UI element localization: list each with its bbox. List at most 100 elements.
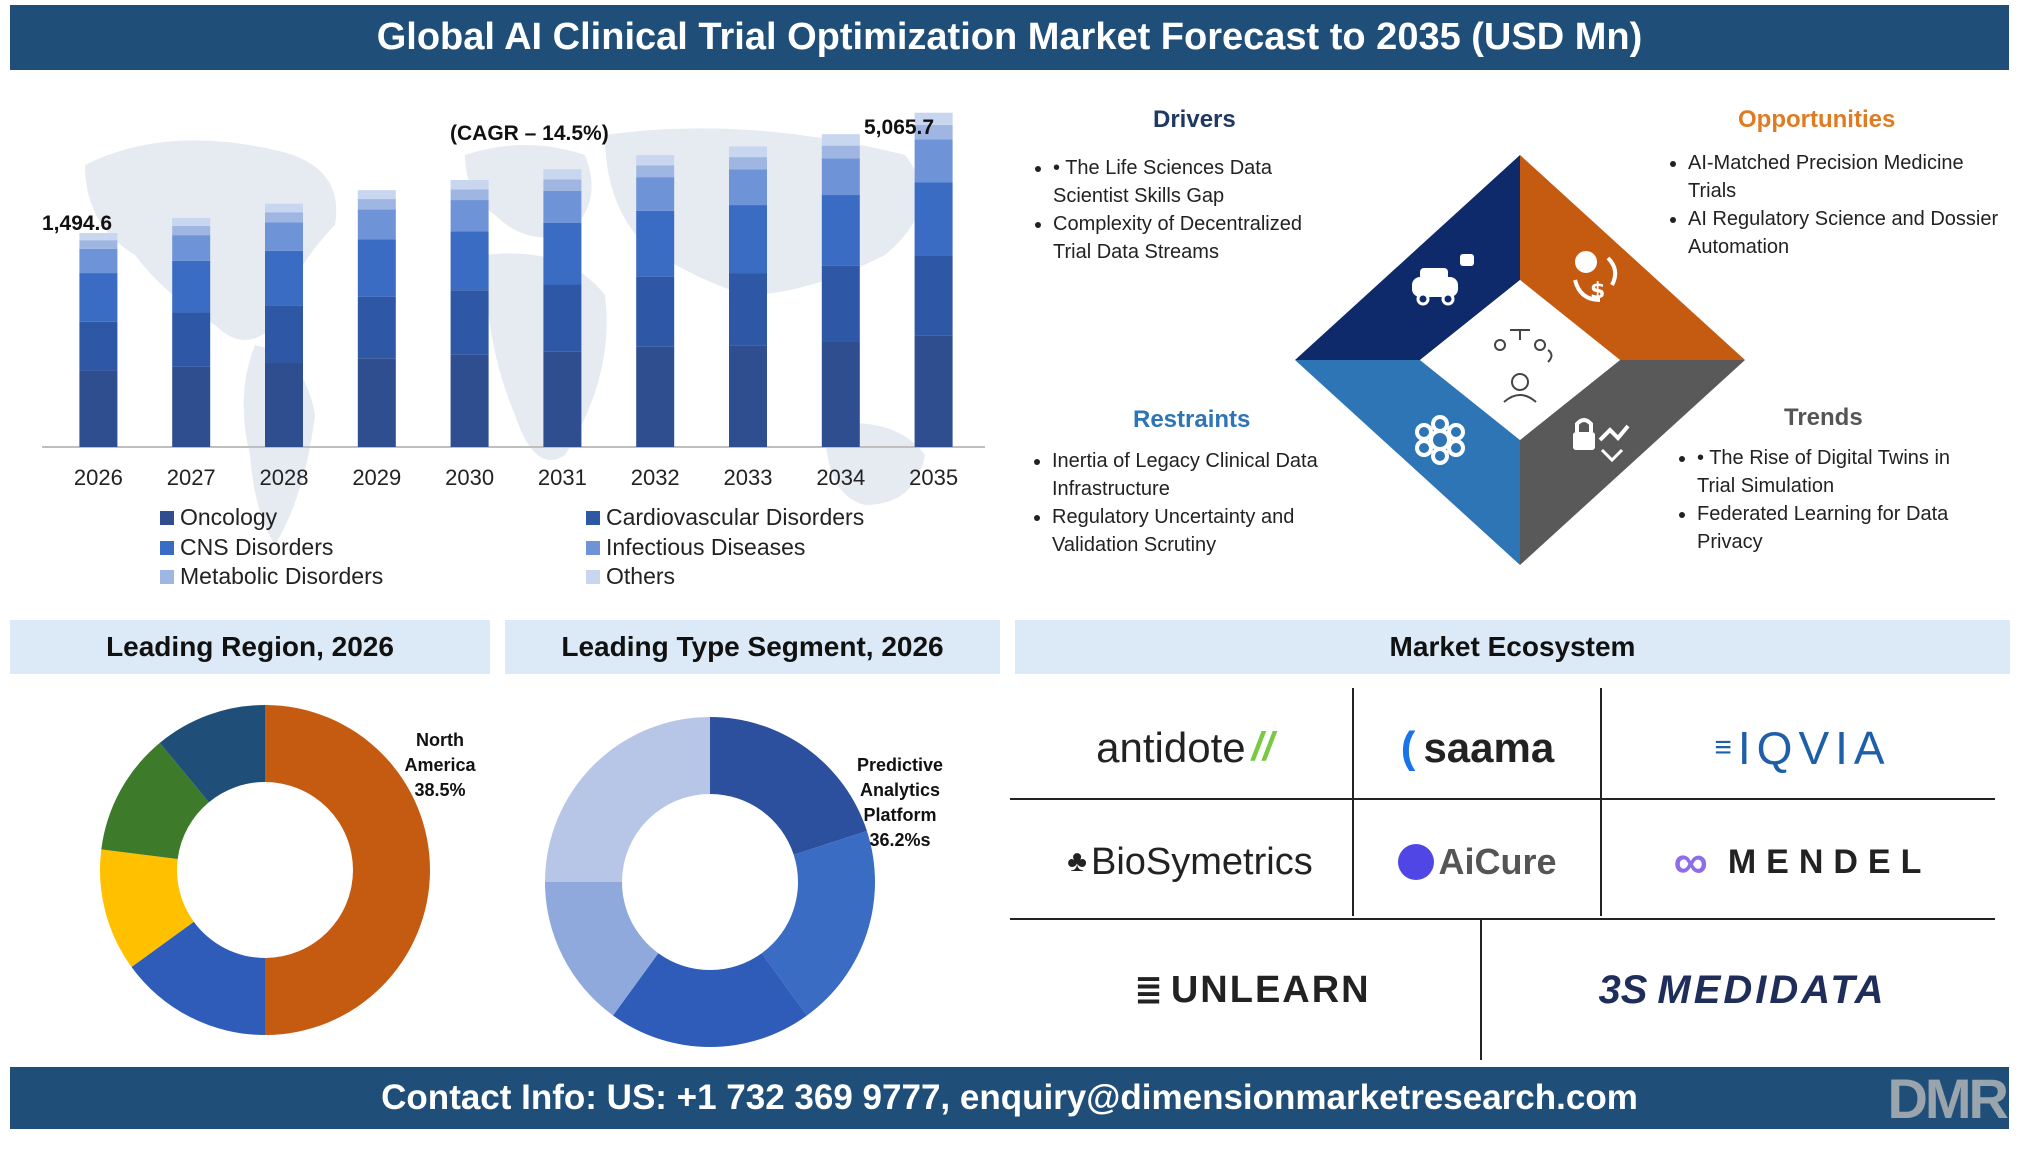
donut-slice — [613, 953, 807, 1047]
bar-segment-metabolic-disorders — [914, 124, 953, 140]
company-name: antidote — [1096, 723, 1246, 771]
bar-segment-oncology — [821, 341, 860, 447]
bar-segment-infectious-diseases — [79, 248, 118, 274]
person-network-icon — [1494, 329, 1553, 403]
donut-slice — [710, 717, 867, 855]
bar-segment-others — [450, 180, 489, 190]
first-total-label: 1,494.6 — [42, 212, 113, 235]
x-tick-label: 2029 — [352, 465, 401, 490]
unlearn-logo: ≣ UNLEARN — [1030, 940, 1475, 1040]
lightbulb-dollar-icon: $ — [1573, 251, 1618, 304]
ecosystem-divider — [1600, 688, 1602, 916]
center-diamond — [1420, 280, 1620, 440]
bar-segment-oncology — [636, 346, 675, 447]
stacked-bar-chart: 2026 2027 2028 2029 2030 2031 2032 2033 2034 2035 — [42, 112, 985, 490]
bar-segment-cardiovascular-disorders — [172, 312, 211, 367]
legend-swatch — [586, 569, 600, 584]
company-name: UNLEARN — [1170, 968, 1371, 1011]
bar-segment-cardiovascular-disorders — [450, 290, 489, 355]
saama-logo: ( saama — [1360, 700, 1595, 795]
bar-segment-metabolic-disorders — [265, 212, 303, 223]
iqvia-lines-icon: ≡ — [1714, 730, 1732, 764]
antidote-logo: antidote // — [1030, 700, 1340, 795]
type-label-line: Predictive — [856, 755, 944, 775]
donut-slice — [100, 849, 194, 967]
bar-segment-metabolic-disorders — [543, 179, 582, 191]
bar-segment-metabolic-disorders — [450, 189, 489, 201]
leading-type-header: Leading Type Segment, 2026 — [505, 620, 1000, 674]
bar-segment-cns-disorders — [543, 222, 582, 285]
opportunities-item: AI Regulatory Science and Dossier Automa… — [1688, 205, 2000, 261]
page-title: Global AI Clinical Trial Optimization Ma… — [10, 5, 2009, 70]
dmr-logo-text: DMR — [1887, 1066, 2009, 1130]
slash-mark-icon: // — [1251, 725, 1274, 769]
legend-label: Others — [606, 563, 676, 589]
legend-label: Oncology — [180, 504, 278, 530]
donut-slice — [265, 705, 430, 1035]
gear-icon — [1415, 415, 1465, 465]
bar-segment-others — [914, 112, 953, 125]
legend-infectious: Infectious Diseases — [586, 534, 805, 561]
bar-segment-others — [172, 217, 211, 226]
bar-segment-cns-disorders — [172, 260, 211, 313]
bar-segment-metabolic-disorders — [357, 199, 396, 210]
x-tick-label: 2030 — [445, 465, 494, 490]
donut-slice — [545, 717, 710, 882]
donut-slice — [545, 882, 659, 1016]
dmr-logo: DMR — [1887, 1066, 2009, 1130]
bar-segment-cns-disorders — [79, 273, 118, 322]
region-label-line: America — [404, 755, 476, 775]
aicure-logo: AiCure — [1360, 812, 1595, 912]
ecosystem-divider — [1010, 798, 1995, 800]
bar-segment-others — [543, 169, 582, 180]
legend-label: Cardiovascular Disorders — [606, 504, 865, 530]
drivers-quadrant — [1295, 155, 1520, 360]
bar-segment-oncology — [450, 354, 489, 447]
bar-segment-metabolic-disorders — [729, 157, 767, 170]
type-donut-label: Predictive Analytics Platform 36.2%s — [850, 753, 950, 853]
x-tick-label: 2032 — [631, 465, 680, 490]
legend-swatch — [160, 540, 174, 555]
restraints-quadrant — [1295, 360, 1520, 565]
x-tick-label: 2033 — [724, 465, 773, 490]
x-tick-label: 2031 — [538, 465, 587, 490]
drivers-heading: Drivers — [1153, 106, 1236, 133]
contact-footer: Contact Info: US: +1 732 369 9777, enqui… — [10, 1067, 2009, 1129]
leading-region-donut — [100, 705, 430, 1035]
type-label-line: Platform — [863, 805, 937, 825]
drivers-list: • The Life Sciences Data Scientist Skill… — [1025, 154, 1345, 266]
bar-segment-infectious-diseases — [729, 169, 767, 206]
bar-segment-metabolic-disorders — [79, 240, 118, 249]
company-name: AiCure — [1438, 841, 1557, 882]
bar-segment-cns-disorders — [265, 250, 303, 306]
trends-item: • The Rise of Digital Twins in Trial Sim… — [1697, 444, 1989, 500]
bar-segment-oncology — [729, 345, 767, 447]
cagr-label: (CAGR – 14.5%) — [450, 122, 609, 145]
unlearn-lines-icon: ≣ — [1134, 971, 1163, 1009]
bar-segment-cardiovascular-disorders — [79, 321, 118, 371]
x-tick-label: 2026 — [74, 465, 123, 490]
trends-list: • The Rise of Digital Twins in Trial Sim… — [1669, 444, 1989, 556]
type-label-value: 36.2%s — [869, 830, 931, 850]
region-label-value: 38.5% — [414, 780, 466, 800]
bar-segment-cns-disorders — [821, 195, 860, 266]
bar-segment-infectious-diseases — [172, 235, 211, 261]
bar-segment-infectious-diseases — [543, 190, 582, 223]
bar-segment-infectious-diseases — [636, 177, 675, 211]
tree-icon: ♣ — [1067, 845, 1087, 878]
chart-legend: Oncology CNS Disorders Metabolic Disorde… — [0, 0, 1000, 600]
x-tick-label: 2027 — [167, 465, 216, 490]
bar-segment-oncology — [172, 366, 211, 447]
donut-slice — [101, 742, 209, 859]
company-name: BioSymetrics — [1090, 840, 1313, 883]
bar-segment-others — [357, 190, 396, 200]
bar-segment-others — [729, 146, 767, 158]
bar-segment-others — [79, 232, 118, 241]
region-label-line: North — [416, 730, 464, 750]
legend-swatch — [160, 510, 174, 525]
opportunities-list: AI-Matched Precision Medicine Trials AI … — [1660, 149, 2000, 261]
drivers-item: Complexity of Decentralized Trial Data S… — [1053, 210, 1345, 266]
x-tick-label: 2034 — [816, 465, 865, 490]
bar-segment-metabolic-disorders — [172, 225, 211, 236]
bar-segment-cardiovascular-disorders — [265, 305, 303, 363]
